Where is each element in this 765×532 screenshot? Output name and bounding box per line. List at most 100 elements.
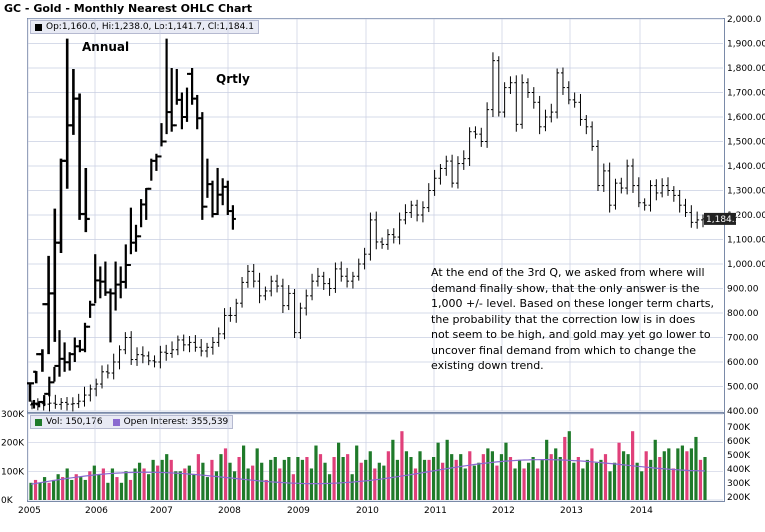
volume-legend: Vol: 150,176 Open Interest: 355,539 (30, 415, 234, 429)
volume-bar (128, 479, 133, 500)
volume-left-tick: 0K (1, 496, 14, 506)
volume-bar (454, 459, 458, 500)
volume-bar (137, 462, 142, 500)
y-tick-label: 700.00 (727, 334, 759, 344)
volume-bar (495, 465, 499, 500)
volume-bar (653, 439, 657, 500)
x-tick-label: 2012 (492, 506, 515, 516)
y-tick-label: 500.00 (727, 383, 759, 393)
volume-right-tick: 600K (727, 437, 751, 447)
volume-bar (282, 459, 286, 500)
volume-bar (508, 457, 513, 500)
volume-bar (327, 474, 332, 500)
volume-bar (174, 471, 178, 500)
y-tick-label: 1,600.00 (727, 113, 765, 123)
volume-bar (373, 468, 377, 500)
volume-bar (608, 471, 612, 500)
volume-bar (192, 474, 196, 500)
volume-bar (549, 454, 553, 500)
x-tick-label: 2006 (85, 506, 108, 516)
volume-bar (635, 462, 639, 500)
volume-bar (441, 462, 445, 500)
volume-bar (142, 468, 146, 500)
y-tick-label: 1,000.00 (727, 260, 765, 270)
chart-title: GC - Gold - Monthly Nearest OHLC Chart (4, 2, 253, 15)
volume-bar (165, 454, 169, 500)
x-tick-label: 2009 (287, 506, 310, 516)
x-tick-label: 2010 (356, 506, 379, 516)
volume-bar (472, 465, 476, 500)
volume-bar (703, 457, 707, 500)
volume-bar (676, 448, 680, 500)
volume-bar (269, 459, 273, 500)
volume-bar (409, 457, 413, 500)
volume-bar (83, 479, 87, 500)
volume-bar (477, 462, 481, 500)
volume-bar (504, 442, 508, 500)
volume-bar (490, 451, 494, 500)
volume-bar (56, 474, 60, 500)
volume-bar (151, 459, 155, 500)
volume-bar (581, 468, 585, 500)
volume-bar (201, 462, 205, 500)
volume-bar (246, 468, 250, 500)
volume-bar (61, 477, 65, 500)
volume-bar (147, 474, 151, 500)
volume-right-tick: 400K (727, 465, 751, 475)
volume-bar (336, 442, 341, 500)
volume-bar (214, 471, 219, 500)
volume-bar (499, 454, 504, 500)
volume-bar (413, 468, 418, 500)
volume-bar (422, 459, 427, 500)
volume-bar (481, 454, 485, 500)
open-interest-legend-text: Open Interest: 355,539 (123, 417, 229, 427)
volume-bar (649, 459, 653, 500)
volume-legend-swatch (35, 418, 42, 426)
volume-bar (685, 451, 689, 500)
x-tick-label: 2005 (18, 506, 41, 516)
volume-bar (540, 459, 544, 500)
volume-bar (296, 457, 300, 500)
x-tick-label: 2014 (630, 506, 653, 516)
volume-bar (640, 471, 644, 500)
volume-bar (594, 462, 599, 500)
x-tick-label: 2007 (150, 506, 173, 516)
volume-bar (468, 451, 472, 500)
y-tick-label: 1,500.00 (727, 138, 765, 148)
volume-right-tick: 700K (727, 423, 751, 433)
volume-bar (278, 468, 282, 500)
annual-label: Annual (82, 40, 130, 54)
volume-bar (486, 448, 490, 500)
volume-bar (531, 457, 535, 500)
volume-bar (323, 462, 327, 500)
volume-bar (445, 439, 449, 500)
price-legend: Op:1,160.0, Hi:1,238.0, Lo:1,141.7, Cl:1… (30, 20, 259, 34)
volume-bar (694, 436, 698, 500)
volume-bar (563, 436, 567, 500)
volume-bar (617, 442, 621, 500)
y-tick-label: 1,300.00 (727, 187, 765, 197)
volume-bar (97, 474, 101, 500)
y-tick-label: 1,700.00 (727, 89, 765, 99)
volume-bar (698, 459, 703, 500)
volume-left-tick: 300K (1, 410, 25, 420)
last-price-marker (704, 212, 736, 225)
volume-bar (590, 448, 594, 500)
volume-bar (169, 459, 173, 500)
volume-bar (291, 474, 295, 500)
volume-bar (42, 477, 47, 500)
volume-bar (115, 477, 119, 500)
volume-bar (603, 454, 608, 500)
volume-bar (273, 457, 277, 500)
volume-bar (264, 479, 268, 500)
open-interest-legend-swatch (112, 418, 120, 426)
volume-bar (680, 445, 684, 500)
y-tick-label: 1,800.00 (727, 64, 765, 74)
ohlc-legend-swatch (35, 23, 42, 31)
volume-bar (33, 479, 38, 500)
volume-bar (70, 479, 74, 500)
volume-bar (110, 468, 115, 500)
volume-bar (38, 482, 42, 500)
volume-bar (382, 465, 386, 500)
